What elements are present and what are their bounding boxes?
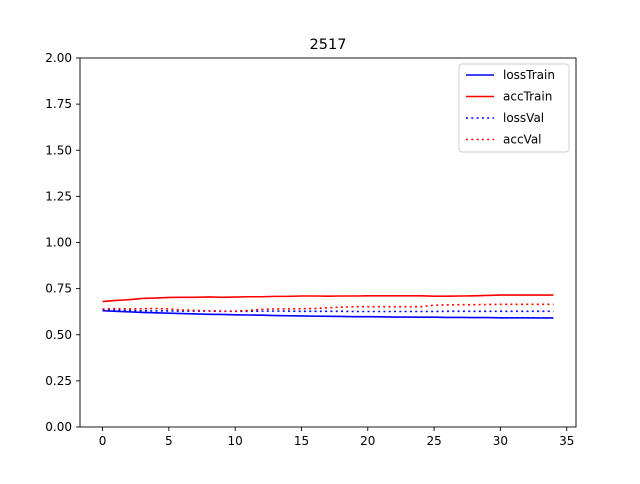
x-tick-label: 20 bbox=[360, 434, 375, 448]
y-tick-label: 0.75 bbox=[45, 282, 72, 296]
legend-label-accTrain: accTrain bbox=[503, 90, 552, 104]
x-tick-label: 15 bbox=[294, 434, 309, 448]
series-line-lossTrain bbox=[102, 309, 554, 319]
legend-label-lossVal: lossVal bbox=[503, 111, 544, 125]
y-tick-label: 0.50 bbox=[45, 328, 72, 342]
legend: lossTrain accTrain lossVal accVal bbox=[458, 63, 570, 153]
x-tick-label: 35 bbox=[559, 434, 574, 448]
y-tick-label: 0.00 bbox=[45, 420, 72, 434]
legend-label-lossTrain: lossTrain bbox=[503, 68, 555, 82]
y-tick-label: 1.00 bbox=[45, 236, 72, 250]
x-tick-label: 30 bbox=[493, 434, 508, 448]
x-tick-label: 10 bbox=[228, 434, 243, 448]
series-line-accVal bbox=[102, 303, 554, 312]
y-tick-label: 1.50 bbox=[45, 143, 72, 157]
y-tick-label: 0.25 bbox=[45, 374, 72, 388]
legend-box bbox=[458, 63, 570, 153]
x-tick-label: 25 bbox=[426, 434, 441, 448]
series-line-accTrain bbox=[102, 294, 554, 303]
series-line-lossVal bbox=[102, 309, 554, 313]
x-tick-label: 0 bbox=[99, 434, 107, 448]
plot-area: 0 5 10 15 20 25 30 35 0.00 0.25 0.50 0.75 1.00 1.25 1.… bbox=[45, 51, 577, 448]
y-tick-label: 1.75 bbox=[45, 97, 72, 111]
y-tick-label: 2.00 bbox=[45, 51, 72, 65]
legend-label-accVal: accVal bbox=[503, 133, 542, 147]
x-tick-label: 5 bbox=[165, 434, 173, 448]
chart-title: 2517 bbox=[310, 37, 347, 53]
y-tick-label: 1.25 bbox=[45, 189, 72, 203]
